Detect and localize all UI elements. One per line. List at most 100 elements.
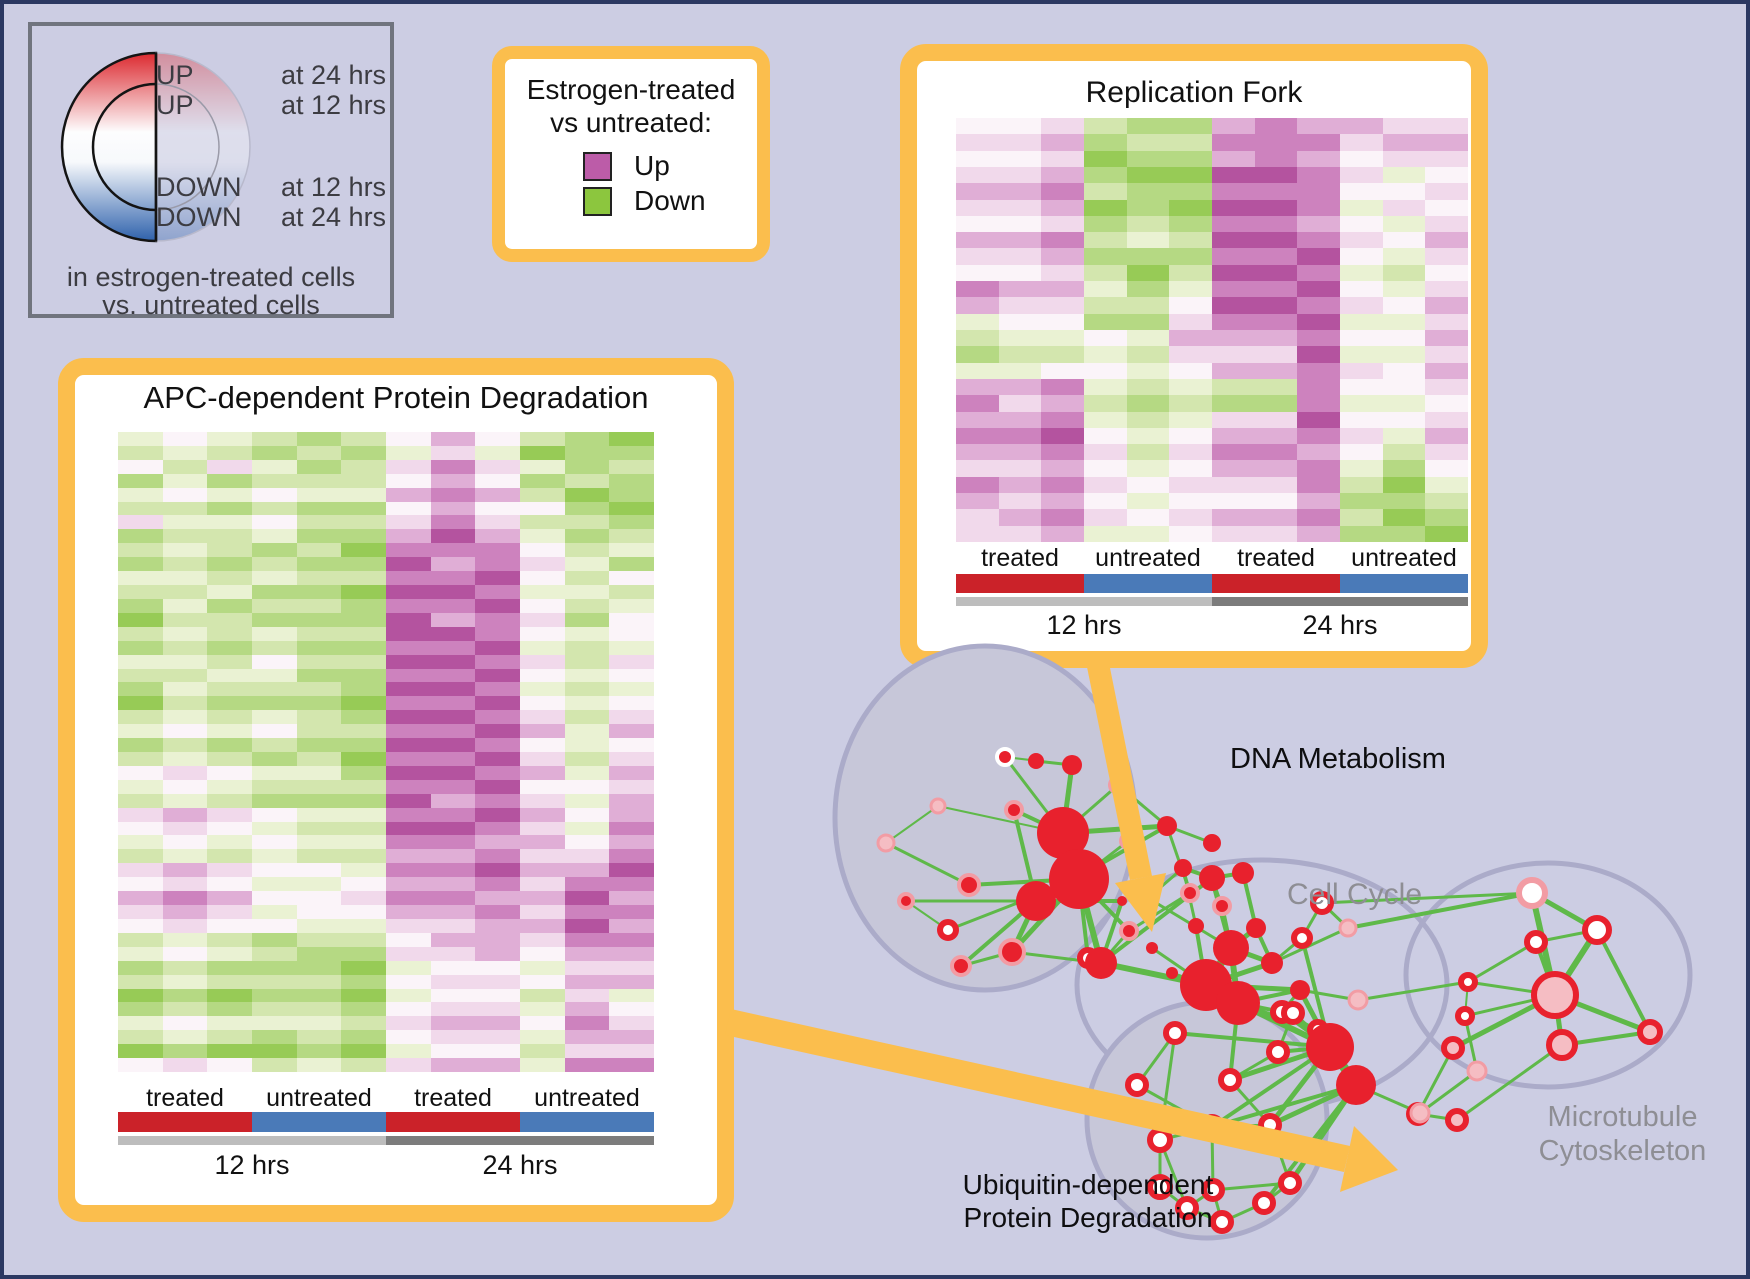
heatmap-cell	[1254, 264, 1298, 282]
heatmap-cell	[564, 946, 610, 961]
heatmap-cell	[1425, 313, 1468, 330]
heatmap-cell	[609, 710, 654, 725]
heatmap-cell	[118, 640, 163, 655]
heatmap-cell	[1212, 166, 1255, 184]
heatmap-cell	[1382, 362, 1426, 379]
heatmap-cell	[118, 473, 163, 488]
heatmap-cell	[1340, 215, 1383, 233]
heatmap-cell	[252, 432, 297, 446]
heatmap-cell	[1169, 460, 1212, 477]
heatmap-cell	[386, 891, 431, 906]
heatmap-cell	[1084, 281, 1127, 298]
heatmap-cell	[1382, 444, 1426, 461]
heatmap-cell	[609, 668, 654, 683]
heatmap-cell	[207, 849, 252, 864]
heatmap-cell	[1382, 395, 1426, 412]
heatmap-cell	[1041, 232, 1084, 249]
heatmap-cell	[296, 557, 342, 572]
heatmap-cell	[162, 821, 208, 836]
heatmap-cell	[609, 598, 654, 613]
heatmap-cell	[118, 835, 163, 850]
heatmap-cell	[386, 793, 431, 808]
heatmap-cell	[1041, 118, 1084, 135]
heatmap-cell	[430, 905, 476, 919]
heatmap-cell	[564, 501, 610, 516]
heatmap-cell	[956, 362, 999, 379]
heatmap-cell	[475, 1030, 520, 1045]
heatmap-cell	[1169, 362, 1212, 379]
replication-panel-title: Replication Fork	[1085, 76, 1303, 109]
heatmap-cell	[609, 571, 654, 586]
heatmap-cell	[341, 515, 386, 530]
heatmap-cell	[207, 459, 252, 474]
heatmap-cell	[341, 473, 386, 488]
ring-legend-word: DOWN	[156, 172, 242, 202]
heatmap-cell	[1340, 183, 1383, 200]
heatmap-cell	[1212, 444, 1255, 461]
heatmap-cell	[341, 724, 386, 739]
heatmap-cell	[296, 724, 342, 739]
heatmap-cell	[386, 821, 431, 836]
apc-time-labels: 12 hrs 24 hrs	[118, 1150, 654, 1181]
heatmap-cell	[252, 835, 297, 850]
heatmap-cell	[956, 411, 999, 428]
heatmap-cell	[386, 682, 431, 697]
heatmap-cell	[1425, 362, 1468, 379]
heatmap-cell	[1297, 427, 1340, 445]
heatmap-cell	[609, 849, 654, 864]
heatmap-cell	[296, 710, 342, 725]
heatmap-cell	[475, 738, 520, 752]
heatmap-cell	[475, 807, 520, 822]
heatmap-cell	[296, 432, 342, 446]
heatmap-cell	[1425, 329, 1468, 347]
heatmap-cell	[1126, 232, 1170, 249]
heatmap-cell	[1212, 509, 1255, 526]
heatmap-cell	[1425, 395, 1468, 412]
heatmap-cell	[1169, 378, 1212, 396]
heatmap-cell	[520, 765, 565, 780]
heatmap-cell	[520, 487, 565, 502]
heatmap-cell	[475, 1016, 520, 1031]
heatmap-cell	[341, 863, 386, 878]
heatmap-cell	[430, 668, 476, 683]
heatmap-cell	[1169, 118, 1212, 135]
heatmap-cell	[1212, 281, 1255, 298]
heatmap-cell	[296, 696, 342, 711]
down-color-swatch	[583, 186, 612, 216]
heatmap-cell	[386, 779, 431, 794]
heatmap-cell	[118, 891, 163, 906]
ring-legend-time: at 12 hrs	[281, 90, 387, 120]
heatmap-cell	[1041, 215, 1084, 233]
heatmap-cell	[1254, 346, 1298, 363]
heatmap-cell	[252, 1002, 297, 1017]
heatmap-cell	[520, 473, 565, 488]
heatmap-cell	[1382, 264, 1426, 282]
heatmap-cell	[609, 432, 654, 446]
heatmap-cell	[475, 724, 520, 739]
heatmap-cell	[1126, 313, 1170, 330]
heatmap-cell	[1169, 134, 1212, 151]
heatmap-cell	[118, 793, 163, 808]
heatmap-cell	[386, 932, 431, 947]
heatmap-cell	[118, 960, 163, 975]
heatmap-cell	[564, 654, 610, 669]
heatmap-cell	[1297, 460, 1340, 477]
heatmap-cell	[998, 183, 1042, 200]
heatmap-cell	[1254, 281, 1298, 298]
heatmap-cell	[162, 598, 208, 613]
heatmap-cell	[430, 432, 476, 446]
heatmap-cell	[1041, 199, 1084, 216]
heatmap-cell	[162, 459, 208, 474]
heatmap-cell	[386, 501, 431, 516]
heatmap-cell	[386, 835, 431, 850]
heatmap-cell	[609, 1044, 654, 1059]
heatmap-cell	[520, 779, 565, 794]
heatmap-cell	[341, 1016, 386, 1031]
heatmap-cell	[118, 529, 163, 544]
heatmap-cell	[341, 612, 386, 627]
heatmap-cell	[1340, 525, 1383, 542]
heatmap-cell	[956, 395, 999, 412]
heatmap-cell	[1212, 525, 1255, 542]
ring-legend-footer-line2: vs. untreated cells	[102, 290, 320, 320]
heatmap-cell	[430, 974, 476, 989]
